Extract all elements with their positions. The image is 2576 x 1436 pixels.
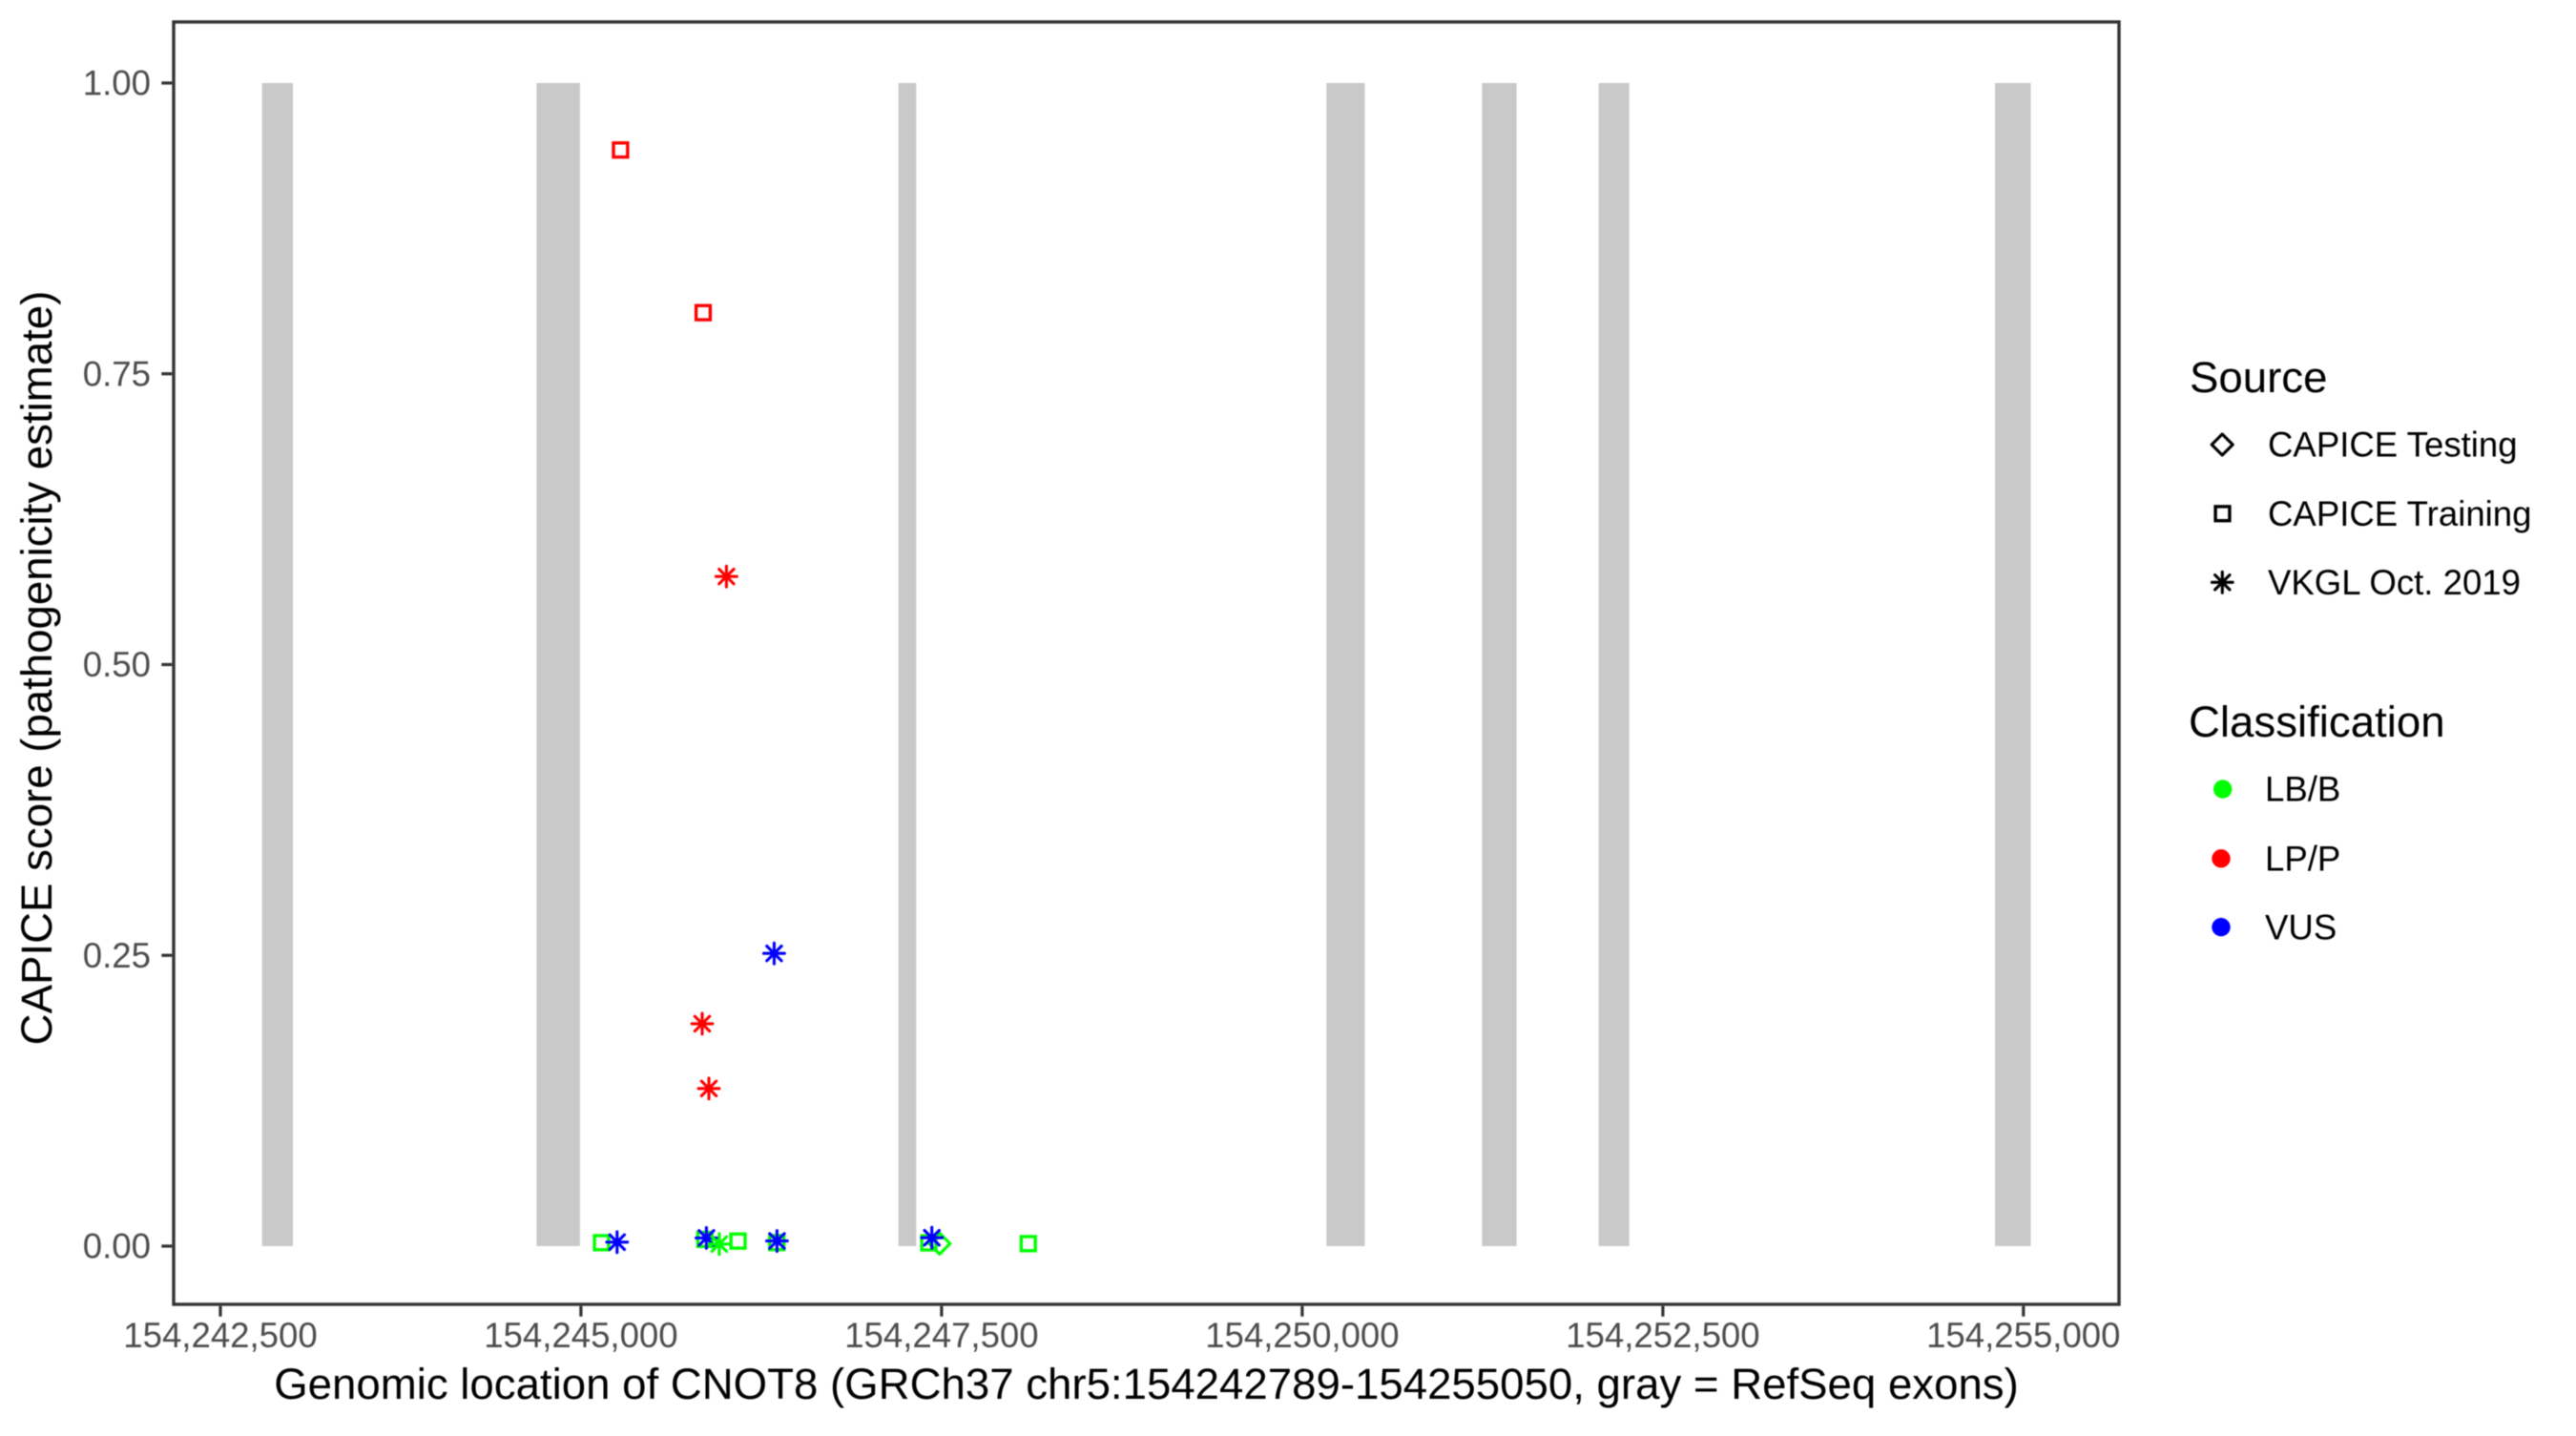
svg-text:154,250,000: 154,250,000 (1205, 1316, 1399, 1355)
svg-text:154,247,500: 154,247,500 (844, 1316, 1038, 1355)
svg-text:0.50: 0.50 (83, 645, 151, 684)
svg-text:LB/B: LB/B (2265, 770, 2340, 809)
svg-text:LP/P: LP/P (2265, 839, 2340, 878)
svg-text:CAPICE Training: CAPICE Training (2268, 494, 2531, 533)
svg-text:1.00: 1.00 (83, 64, 151, 103)
svg-text:CAPICE Testing: CAPICE Testing (2268, 426, 2518, 465)
svg-text:VUS: VUS (2265, 907, 2337, 947)
svg-text:154,242,500: 154,242,500 (123, 1316, 317, 1355)
svg-text:154,245,000: 154,245,000 (484, 1316, 677, 1355)
svg-text:0.00: 0.00 (83, 1227, 151, 1266)
svg-text:Classification: Classification (2189, 697, 2445, 746)
svg-text:Genomic location of CNOT8 (GRC: Genomic location of CNOT8 (GRCh37 chr5:1… (274, 1360, 2019, 1408)
svg-text:CAPICE score (pathogenicity es: CAPICE score (pathogenicity estimate) (12, 291, 61, 1046)
svg-text:154,255,000: 154,255,000 (1926, 1316, 2120, 1355)
svg-text:VKGL Oct. 2019: VKGL Oct. 2019 (2268, 563, 2521, 602)
svg-text:0.75: 0.75 (83, 354, 151, 393)
svg-text:Source: Source (2190, 353, 2327, 402)
svg-text:0.25: 0.25 (83, 936, 151, 975)
svg-text:154,252,500: 154,252,500 (1566, 1316, 1759, 1355)
